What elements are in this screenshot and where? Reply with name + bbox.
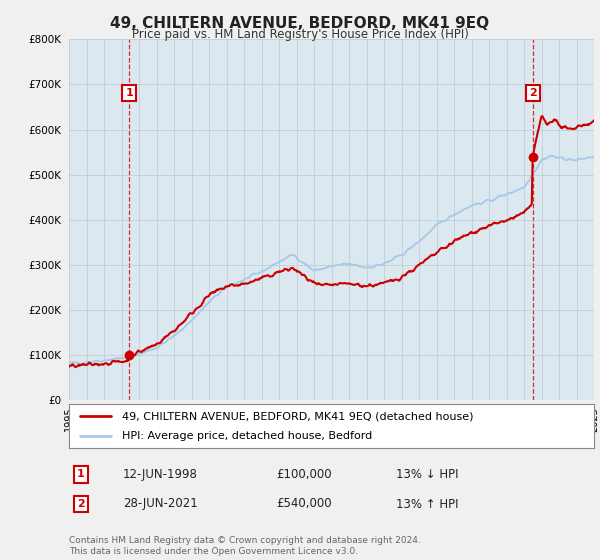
Text: 2: 2 <box>529 88 536 99</box>
Text: 28-JUN-2021: 28-JUN-2021 <box>123 497 198 511</box>
Text: 2: 2 <box>77 499 85 509</box>
Text: 1: 1 <box>77 469 85 479</box>
Text: £100,000: £100,000 <box>276 468 332 481</box>
Text: Price paid vs. HM Land Registry's House Price Index (HPI): Price paid vs. HM Land Registry's House … <box>131 28 469 41</box>
Text: 49, CHILTERN AVENUE, BEDFORD, MK41 9EQ (detached house): 49, CHILTERN AVENUE, BEDFORD, MK41 9EQ (… <box>121 411 473 421</box>
Text: 1: 1 <box>125 88 133 99</box>
Text: 13% ↓ HPI: 13% ↓ HPI <box>396 468 458 481</box>
Text: 13% ↑ HPI: 13% ↑ HPI <box>396 497 458 511</box>
Text: £540,000: £540,000 <box>276 497 332 511</box>
Text: 12-JUN-1998: 12-JUN-1998 <box>123 468 198 481</box>
Text: 49, CHILTERN AVENUE, BEDFORD, MK41 9EQ: 49, CHILTERN AVENUE, BEDFORD, MK41 9EQ <box>110 16 490 31</box>
Text: Contains HM Land Registry data © Crown copyright and database right 2024.
This d: Contains HM Land Registry data © Crown c… <box>69 536 421 556</box>
Text: HPI: Average price, detached house, Bedford: HPI: Average price, detached house, Bedf… <box>121 431 372 441</box>
